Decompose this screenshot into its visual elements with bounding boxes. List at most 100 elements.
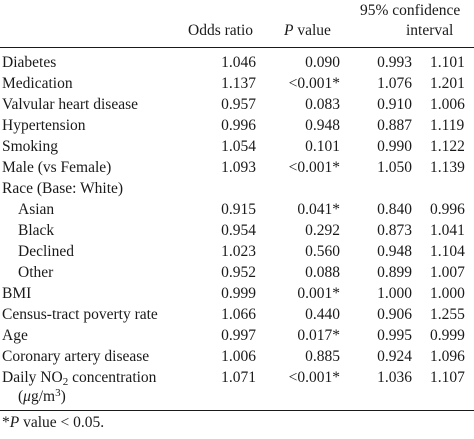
header-p-italic: P: [284, 22, 294, 39]
table-row-unit: (μg/m3): [0, 386, 474, 407]
row-label: Smoking: [2, 138, 58, 155]
ci-upper-cell: 0.996: [430, 201, 465, 218]
table-row: Hypertension 0.996 0.948 0.887 1.119: [0, 115, 474, 136]
p-value-cell: 0.440: [305, 306, 340, 323]
no2-label-post: concentration: [68, 369, 157, 386]
ci-upper-cell: 1.119: [430, 117, 465, 134]
row-label: BMI: [2, 285, 32, 302]
table-row: Diabetes 1.046 0.090 0.993 1.101: [0, 52, 474, 73]
table-row: Census-tract poverty rate 1.066 0.440 0.…: [0, 304, 474, 325]
p-value-cell: 0.292: [305, 222, 340, 239]
table-row: Asian 0.915 0.041* 0.840 0.996: [0, 199, 474, 220]
row-label: Valvular heart disease: [2, 96, 138, 113]
ci-lower-cell: 1.036: [377, 369, 412, 386]
ci-upper-cell: 1.101: [430, 54, 465, 71]
ci-upper-cell: 1.096: [430, 348, 465, 365]
odds-ratio-cell: 1.023: [221, 243, 256, 260]
p-value-cell: <0.001*: [288, 369, 340, 386]
header-rule: [0, 47, 474, 48]
ci-lower-cell: 0.840: [377, 201, 412, 218]
p-value-cell: 0.083: [305, 96, 340, 113]
odds-ratio-cell: 1.006: [221, 348, 256, 365]
row-label: Age: [2, 327, 28, 344]
odds-ratio-cell: 1.054: [221, 138, 256, 155]
ci-upper-cell: 1.107: [430, 369, 465, 386]
odds-ratio-cell: 0.957: [221, 96, 256, 113]
odds-ratio-cell: 1.066: [221, 306, 256, 323]
ci-lower-cell: 0.910: [377, 96, 412, 113]
table-row: Coronary artery disease 1.006 0.885 0.92…: [0, 346, 474, 367]
row-group-label: Race (Base: White): [2, 180, 124, 197]
table-row: Valvular heart disease 0.957 0.083 0.910…: [0, 94, 474, 115]
odds-ratio-cell: 0.996: [221, 117, 256, 134]
p-value-cell: 0.560: [305, 243, 340, 260]
odds-ratio-cell: 0.952: [221, 264, 256, 281]
ci-lower-cell: 0.873: [377, 222, 412, 239]
unit-superscript: 3: [55, 387, 61, 399]
header-ci-line2: interval: [406, 22, 454, 39]
ci-lower-cell: 1.000: [377, 285, 412, 302]
ci-upper-cell: 0.999: [430, 327, 465, 344]
header-odds-ratio: Odds ratio: [188, 22, 254, 39]
odds-ratio-cell: 0.954: [221, 222, 256, 239]
odds-ratio-cell: 1.093: [221, 159, 256, 176]
ci-upper-cell: 1.122: [430, 138, 465, 155]
bottom-rule: [0, 410, 474, 411]
row-label: Medication: [2, 75, 73, 92]
odds-ratio-cell: 1.046: [221, 54, 256, 71]
p-value-cell: <0.001*: [288, 75, 340, 92]
header-p-value: P value: [284, 22, 331, 40]
table-row: Medication 1.137 <0.001* 1.076 1.201: [0, 73, 474, 94]
no2-label-pre: Daily NO: [2, 369, 63, 386]
p-value-cell: 0.885: [305, 348, 340, 365]
odds-ratio-cell: 1.137: [221, 75, 256, 92]
row-label: Coronary artery disease: [2, 348, 150, 365]
ci-lower-cell: 0.948: [377, 243, 412, 260]
unit-label: (μg/m3): [18, 386, 66, 407]
header-p-rest: value: [293, 22, 331, 39]
no2-subscript: 2: [62, 376, 69, 388]
row-label-no2: Daily NO2 concentration: [2, 367, 156, 388]
header-ci-line1: 95% confidence: [360, 2, 461, 19]
ci-upper-cell: 1.000: [430, 285, 465, 302]
p-value-cell: 0.017*: [297, 327, 340, 344]
unit-mu: μ: [23, 388, 31, 405]
row-label: Hypertension: [2, 117, 86, 134]
table-row: Age 0.997 0.017* 0.995 0.999: [0, 325, 474, 346]
ci-lower-cell: 0.906: [377, 306, 412, 323]
ci-upper-cell: 1.104: [430, 243, 465, 260]
row-label: Black: [18, 222, 55, 239]
p-value-cell: 0.948: [305, 117, 340, 134]
row-label: Diabetes: [2, 54, 57, 71]
ci-lower-cell: 0.990: [377, 138, 412, 155]
ci-upper-cell: 1.041: [430, 222, 465, 239]
unit-rest: g/m: [30, 388, 56, 405]
p-value-cell: 0.088: [305, 264, 340, 281]
table-row: Daily NO2 concentration 1.071 <0.001* 1.…: [0, 367, 474, 388]
table-row: Other 0.952 0.088 0.899 1.007: [0, 262, 474, 283]
table-row: Smoking 1.054 0.101 0.990 1.122: [0, 136, 474, 157]
footnote-star: *: [2, 414, 10, 431]
row-label: Male (vs Female): [2, 159, 112, 176]
footnote: *P value < 0.05.: [2, 414, 104, 432]
table-row: BMI 0.999 0.001* 1.000 1.000: [0, 283, 474, 304]
ci-lower-cell: 0.887: [377, 117, 412, 134]
table-row: Black 0.954 0.292 0.873 1.041: [0, 220, 474, 241]
odds-ratio-cell: 0.999: [221, 285, 256, 302]
footnote-rest: value < 0.05.: [19, 414, 105, 431]
unit-close-paren: ): [60, 388, 66, 405]
odds-ratio-cell: 1.071: [221, 369, 256, 386]
ci-upper-cell: 1.255: [430, 306, 465, 323]
row-label: Census-tract poverty rate: [2, 306, 158, 323]
ci-lower-cell: 1.050: [377, 159, 412, 176]
ci-upper-cell: 1.201: [430, 75, 465, 92]
p-value-cell: 0.101: [305, 138, 340, 155]
table-row: Male (vs Female) 1.093 <0.001* 1.050 1.1…: [0, 157, 474, 178]
ci-upper-cell: 1.006: [430, 96, 465, 113]
p-value-cell: 0.001*: [297, 285, 340, 302]
ci-lower-cell: 0.995: [377, 327, 412, 344]
ci-upper-cell: 1.139: [430, 159, 465, 176]
ci-upper-cell: 1.007: [430, 264, 465, 281]
row-label: Asian: [18, 201, 55, 218]
